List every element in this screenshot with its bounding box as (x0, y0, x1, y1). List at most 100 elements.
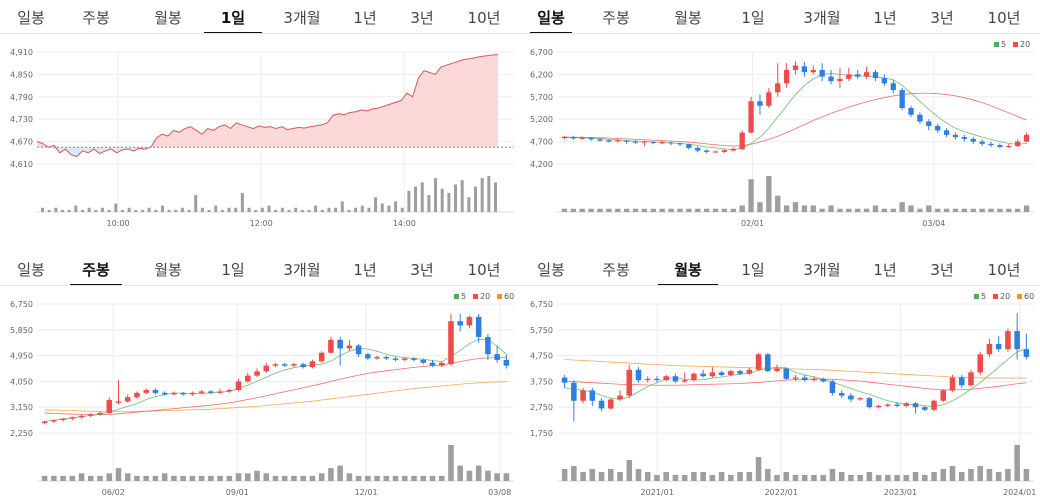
tab-daily[interactable]: 일봉 (17, 261, 45, 279)
candle-body (757, 101, 763, 106)
tab-3month[interactable]: 3개월 (283, 9, 321, 27)
y-tick-label: 4,750 (530, 352, 553, 361)
volume-bar (360, 205, 364, 212)
volume-bar (922, 475, 928, 481)
volume-bar (454, 184, 458, 212)
tab-3year[interactable]: 3년 (930, 9, 954, 27)
volume-bar (728, 475, 734, 481)
volume-bar (608, 469, 614, 481)
candle-body (115, 401, 122, 403)
tab-weekly[interactable]: 주봉 (602, 9, 630, 27)
volume-bar (899, 202, 905, 212)
volume-bar (820, 475, 826, 481)
volume-bar (41, 475, 48, 481)
candle-body (837, 78, 843, 82)
tab-10year[interactable]: 10년 (467, 9, 501, 27)
candle-body (606, 140, 612, 142)
moving-average-ma60 (44, 381, 507, 412)
candle-body (635, 369, 642, 381)
candle-body (668, 142, 674, 144)
volume-bar (294, 207, 298, 212)
volume-bar (281, 475, 288, 481)
volume-bar (154, 209, 158, 212)
candle-body (309, 361, 316, 368)
volume-bar (561, 208, 568, 212)
tab-3year[interactable]: 3년 (930, 261, 954, 279)
candle-body (718, 372, 725, 375)
volume-bar (703, 208, 710, 212)
volume-bar (792, 475, 799, 481)
candle-body (374, 357, 380, 359)
candle-body (940, 390, 947, 401)
volume-bar (254, 209, 258, 212)
candle-body (774, 368, 780, 372)
legend-swatch (993, 294, 998, 299)
volume-bar (801, 475, 808, 481)
tab-weekly[interactable]: 주봉 (70, 252, 122, 286)
tab-1year[interactable]: 1년 (353, 9, 377, 27)
candle-body (908, 108, 914, 115)
candle-body (811, 378, 817, 381)
candle-body (766, 92, 772, 106)
moving-average-ma20 (564, 92, 1027, 147)
tab-10year[interactable]: 10년 (987, 9, 1021, 27)
volume-bar (677, 208, 683, 212)
tab-1year[interactable]: 1년 (353, 261, 377, 279)
tab-1day[interactable]: 1일 (741, 9, 765, 27)
volume-bar (917, 208, 923, 212)
candle-body (872, 72, 879, 78)
candle-body (997, 145, 1003, 147)
tab-monthly[interactable]: 월봉 (154, 9, 182, 27)
tab-3year[interactable]: 3년 (410, 261, 434, 279)
candle-body (691, 373, 697, 381)
y-tick-label: 4,670 (10, 138, 33, 147)
tab-3month[interactable]: 3개월 (283, 261, 321, 279)
candle-body (935, 125, 941, 131)
tab-1day[interactable]: 1일 (741, 261, 765, 279)
tab-monthly[interactable]: 월봉 (658, 252, 718, 286)
tab-1year[interactable]: 1년 (873, 9, 897, 27)
candle-body (681, 380, 688, 382)
tab-daily[interactable]: 일봉 (17, 9, 45, 27)
volume-bar (74, 205, 78, 212)
tab-daily[interactable]: 일봉 (530, 0, 572, 34)
volume-bar (811, 475, 817, 481)
tab-monthly[interactable]: 월봉 (674, 9, 702, 27)
volume-bar (935, 208, 941, 212)
period-tabs: 일봉 주봉 월봉 1일 3개월 1년 3년 10년 (0, 252, 520, 286)
candle-body (917, 114, 923, 122)
y-tick-label: 4,790 (10, 93, 33, 102)
period-tabs: 일봉 주봉 월봉 1일 3개월 1년 3년 10년 (0, 0, 520, 34)
tab-1day[interactable]: 1일 (204, 0, 262, 34)
volume-bar (952, 208, 959, 212)
volume-bar (147, 207, 151, 212)
tab-10year[interactable]: 10년 (987, 261, 1021, 279)
tab-1day[interactable]: 1일 (221, 261, 245, 279)
tab-monthly[interactable]: 월봉 (154, 261, 182, 279)
tab-3month[interactable]: 3개월 (803, 261, 841, 279)
tab-daily[interactable]: 일봉 (537, 261, 565, 279)
candle-body (318, 352, 325, 362)
volume-bar (420, 182, 424, 212)
candle-body (995, 343, 1002, 350)
candle-body (494, 354, 500, 360)
candle-body (626, 369, 633, 396)
tab-3month[interactable]: 3개월 (803, 9, 841, 27)
tab-weekly[interactable]: 주봉 (602, 261, 630, 279)
tab-1year[interactable]: 1년 (873, 261, 897, 279)
tab-10year[interactable]: 10년 (467, 261, 501, 279)
candle-body (885, 404, 891, 406)
volume-bar (124, 473, 131, 481)
candle-body (765, 354, 771, 372)
volume-bar (739, 205, 745, 212)
volume-bar (307, 209, 311, 212)
volume-bar (995, 472, 1002, 481)
candle-body (69, 417, 76, 419)
volume-bar (287, 209, 291, 212)
candle-body (272, 364, 279, 366)
volume-bar (374, 475, 380, 481)
tab-weekly[interactable]: 주봉 (82, 9, 110, 27)
tab-3year[interactable]: 3년 (410, 9, 434, 27)
volume-bar (672, 475, 679, 481)
volume-bar (467, 197, 471, 212)
